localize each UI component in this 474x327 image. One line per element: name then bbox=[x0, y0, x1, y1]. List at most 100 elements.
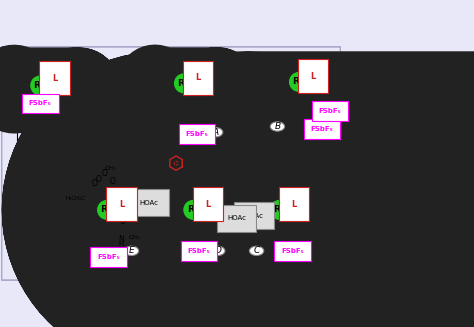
Text: O: O bbox=[206, 217, 212, 226]
Text: O: O bbox=[186, 211, 192, 220]
Text: iPr: iPr bbox=[193, 158, 203, 167]
Text: A: A bbox=[212, 128, 219, 137]
Text: O: O bbox=[177, 89, 182, 98]
Text: 2a: 2a bbox=[314, 122, 324, 131]
Text: H₃CH₂C: H₃CH₂C bbox=[238, 196, 258, 201]
Text: N: N bbox=[157, 81, 163, 90]
Text: Ru: Ru bbox=[177, 79, 191, 88]
Text: O: O bbox=[96, 175, 101, 184]
Text: CH₃: CH₃ bbox=[206, 116, 217, 121]
Text: HOAc: HOAc bbox=[139, 200, 158, 206]
Text: CH₂CH₃: CH₂CH₃ bbox=[87, 150, 107, 155]
Text: H: H bbox=[84, 185, 90, 191]
Text: H₃CH₂C: H₃CH₂C bbox=[65, 196, 85, 201]
FancyBboxPatch shape bbox=[140, 151, 211, 175]
Text: activation: activation bbox=[213, 82, 248, 88]
Text: CH₃: CH₃ bbox=[301, 235, 313, 240]
Text: H₃CH₂C: H₃CH₂C bbox=[31, 147, 51, 152]
Text: L  =: L = bbox=[139, 159, 159, 168]
Text: N: N bbox=[312, 112, 318, 122]
Text: H₃CH₂C: H₃CH₂C bbox=[152, 196, 172, 201]
Text: 3a: 3a bbox=[68, 174, 80, 183]
Text: H: H bbox=[282, 82, 287, 88]
Text: O: O bbox=[100, 211, 106, 220]
Text: 1a: 1a bbox=[146, 99, 157, 108]
Text: O: O bbox=[101, 169, 107, 179]
Text: CH₃: CH₃ bbox=[188, 55, 200, 60]
Ellipse shape bbox=[210, 246, 225, 255]
Text: H: H bbox=[140, 96, 146, 102]
Text: HOAc: HOAc bbox=[227, 215, 246, 221]
Text: H: H bbox=[194, 120, 200, 126]
Text: HOAc: HOAc bbox=[244, 213, 263, 219]
Text: CH₃: CH₃ bbox=[30, 57, 42, 61]
Text: CH₃: CH₃ bbox=[170, 87, 182, 92]
Text: FSbF₅: FSbF₅ bbox=[188, 248, 210, 254]
Text: Ru: Ru bbox=[292, 77, 306, 86]
Text: O: O bbox=[46, 65, 52, 74]
Text: O: O bbox=[292, 88, 298, 96]
Text: CH₃: CH₃ bbox=[93, 179, 104, 183]
Text: O: O bbox=[177, 180, 183, 188]
Text: Ru: Ru bbox=[187, 205, 200, 215]
Text: N: N bbox=[84, 178, 90, 187]
Text: CH₂CH₃: CH₂CH₃ bbox=[117, 196, 137, 201]
Text: O: O bbox=[197, 96, 203, 105]
Text: O: O bbox=[306, 61, 312, 71]
Text: H: H bbox=[119, 241, 124, 247]
Ellipse shape bbox=[124, 246, 139, 255]
Text: L: L bbox=[292, 199, 297, 209]
Text: substituttion reaction: substituttion reaction bbox=[60, 92, 128, 97]
Text: O: O bbox=[264, 180, 270, 188]
Text: L: L bbox=[196, 73, 201, 82]
Text: O: O bbox=[84, 168, 90, 177]
Text: O: O bbox=[283, 177, 288, 186]
Text: O: O bbox=[110, 177, 116, 186]
Text: L: L bbox=[205, 199, 210, 209]
Text: O: O bbox=[196, 177, 202, 186]
Circle shape bbox=[270, 200, 289, 219]
Text: N: N bbox=[310, 107, 316, 116]
Text: O: O bbox=[191, 64, 197, 74]
Text: N: N bbox=[205, 235, 210, 244]
Text: C-H: C-H bbox=[223, 75, 238, 83]
Ellipse shape bbox=[270, 122, 284, 131]
Circle shape bbox=[98, 200, 117, 219]
Text: O: O bbox=[91, 180, 97, 188]
Text: CH₃: CH₃ bbox=[322, 113, 334, 118]
Text: N: N bbox=[77, 148, 82, 157]
Text: Ru: Ru bbox=[100, 205, 114, 215]
Text: FSbF₅: FSbF₅ bbox=[97, 253, 120, 260]
Text: O: O bbox=[82, 135, 89, 144]
Text: CH₂CH₃: CH₂CH₃ bbox=[203, 196, 224, 201]
Ellipse shape bbox=[249, 246, 264, 255]
Circle shape bbox=[184, 200, 203, 219]
Text: O: O bbox=[271, 211, 277, 220]
Text: O: O bbox=[307, 94, 313, 103]
Text: O: O bbox=[297, 103, 302, 112]
Text: FSbF₅: FSbF₅ bbox=[310, 126, 333, 132]
Text: FSbF₅: FSbF₅ bbox=[319, 108, 341, 114]
Text: O: O bbox=[170, 68, 175, 77]
Text: O: O bbox=[292, 217, 298, 226]
Text: L: L bbox=[119, 199, 124, 209]
Text: L: L bbox=[52, 74, 57, 83]
Text: CH₃: CH₃ bbox=[104, 166, 116, 171]
Text: O: O bbox=[39, 58, 46, 67]
Circle shape bbox=[31, 76, 50, 95]
Text: H: H bbox=[312, 119, 318, 125]
Text: CH₃: CH₃ bbox=[312, 55, 324, 60]
Text: N: N bbox=[193, 192, 199, 201]
Text: E: E bbox=[128, 246, 135, 255]
Circle shape bbox=[174, 74, 193, 93]
Text: N: N bbox=[118, 235, 124, 244]
Text: O: O bbox=[26, 70, 32, 79]
FancyBboxPatch shape bbox=[1, 47, 341, 280]
Text: Ru: Ru bbox=[273, 205, 286, 215]
Text: N: N bbox=[195, 112, 201, 122]
Text: O: O bbox=[64, 138, 70, 147]
Text: O: O bbox=[149, 75, 155, 83]
Circle shape bbox=[290, 73, 308, 91]
Text: L: L bbox=[311, 72, 316, 81]
Text: H: H bbox=[156, 88, 162, 94]
